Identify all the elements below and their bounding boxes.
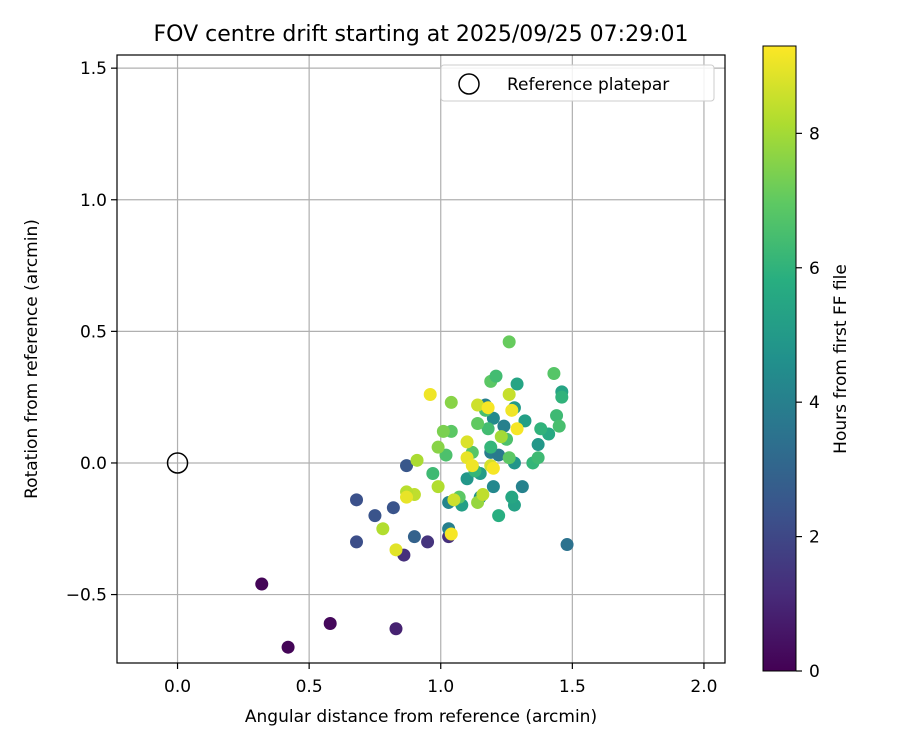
data-point (481, 401, 495, 415)
data-point (389, 622, 403, 636)
x-tick-label: 2.0 (690, 677, 717, 697)
colorbar-tick-label: 4 (809, 393, 820, 413)
y-axis-ticks: −0.5 0.0 0.5 1.0 1.5 (66, 59, 117, 606)
data-point (471, 416, 485, 430)
data-point (407, 530, 421, 544)
data-point (486, 480, 500, 494)
data-point (323, 617, 337, 631)
data-point (502, 388, 516, 402)
data-point (426, 466, 440, 480)
data-point (431, 440, 445, 454)
x-axis-ticks: 0.0 0.5 1.0 1.5 2.0 (164, 663, 717, 697)
legend-box (440, 64, 715, 102)
data-point (368, 509, 382, 523)
data-point (534, 422, 548, 436)
reference-platepar-marker (166, 452, 189, 474)
y-tick-label: 0.5 (80, 322, 107, 342)
colorbar-tick-label: 8 (809, 124, 820, 144)
data-point (505, 490, 519, 504)
data-point (502, 335, 516, 349)
colorbar-tick-label: 2 (809, 528, 820, 548)
x-tick-label: 0.0 (164, 677, 191, 697)
data-point (515, 480, 529, 494)
data-point (421, 535, 435, 549)
colorbar-ticks: 0 2 4 6 8 (796, 124, 820, 682)
colorbar-gradient (763, 46, 796, 671)
data-point (505, 403, 519, 417)
plot-frame (116, 54, 726, 664)
data-point (465, 459, 479, 473)
data-point (281, 640, 295, 654)
data-point (481, 422, 495, 436)
data-point (460, 435, 474, 449)
chart-title: FOV centre drift starting at 2025/09/25 … (154, 22, 689, 47)
data-point (494, 430, 508, 444)
data-point (510, 422, 524, 436)
data-point (350, 535, 364, 549)
data-point (486, 411, 500, 425)
data-point (410, 453, 424, 467)
data-point (489, 369, 503, 383)
data-point (497, 419, 511, 433)
data-point (486, 461, 500, 475)
data-point (389, 543, 403, 557)
x-tick-label: 0.5 (296, 677, 323, 697)
data-point (531, 438, 545, 452)
data-point (376, 522, 390, 536)
x-tick-label: 1.5 (559, 677, 586, 697)
grid (117, 55, 725, 663)
data-point (400, 459, 414, 473)
data-point (552, 419, 566, 433)
data-point (492, 509, 506, 523)
data-point (255, 577, 269, 591)
colorbar-tick-label: 0 (809, 662, 820, 682)
data-point (550, 409, 564, 423)
data-point (400, 490, 414, 504)
data-point (444, 395, 458, 409)
data-point (518, 414, 532, 428)
x-tick-label: 1.0 (427, 677, 454, 697)
data-point (560, 538, 574, 552)
data-point (431, 480, 445, 494)
data-point (447, 493, 461, 507)
y-tick-label: 1.5 (80, 59, 107, 79)
data-points (166, 335, 574, 654)
colorbar-tick-label: 6 (809, 259, 820, 279)
data-point (444, 527, 458, 541)
data-point (436, 424, 450, 438)
data-point (439, 448, 453, 462)
data-point (350, 493, 364, 507)
y-axis-label: Rotation from reference (arcmin) (22, 219, 42, 499)
data-point (492, 448, 506, 462)
data-point (460, 472, 474, 486)
data-point (555, 390, 569, 404)
y-tick-label: 0.0 (80, 454, 107, 474)
data-point (531, 451, 545, 465)
legend-marker-open-circle (458, 73, 480, 95)
x-axis-label: Angular distance from reference (arcmin) (245, 707, 597, 727)
data-point (547, 366, 561, 380)
data-point (386, 501, 400, 515)
data-point (502, 451, 516, 465)
colorbar-frame (762, 45, 797, 672)
data-point (510, 377, 524, 391)
legend-label: Reference platepar (507, 75, 669, 95)
data-point (476, 488, 490, 502)
legend: Reference platepar (440, 64, 715, 102)
data-point (423, 388, 437, 402)
data-point (484, 440, 498, 454)
colorbar-label: Hours from first FF file (831, 264, 851, 454)
colorbar: 0 2 4 6 8 Hours from first FF file (762, 45, 851, 682)
y-tick-label: −0.5 (66, 586, 107, 606)
y-tick-label: 1.0 (80, 191, 107, 211)
data-point (471, 398, 485, 412)
